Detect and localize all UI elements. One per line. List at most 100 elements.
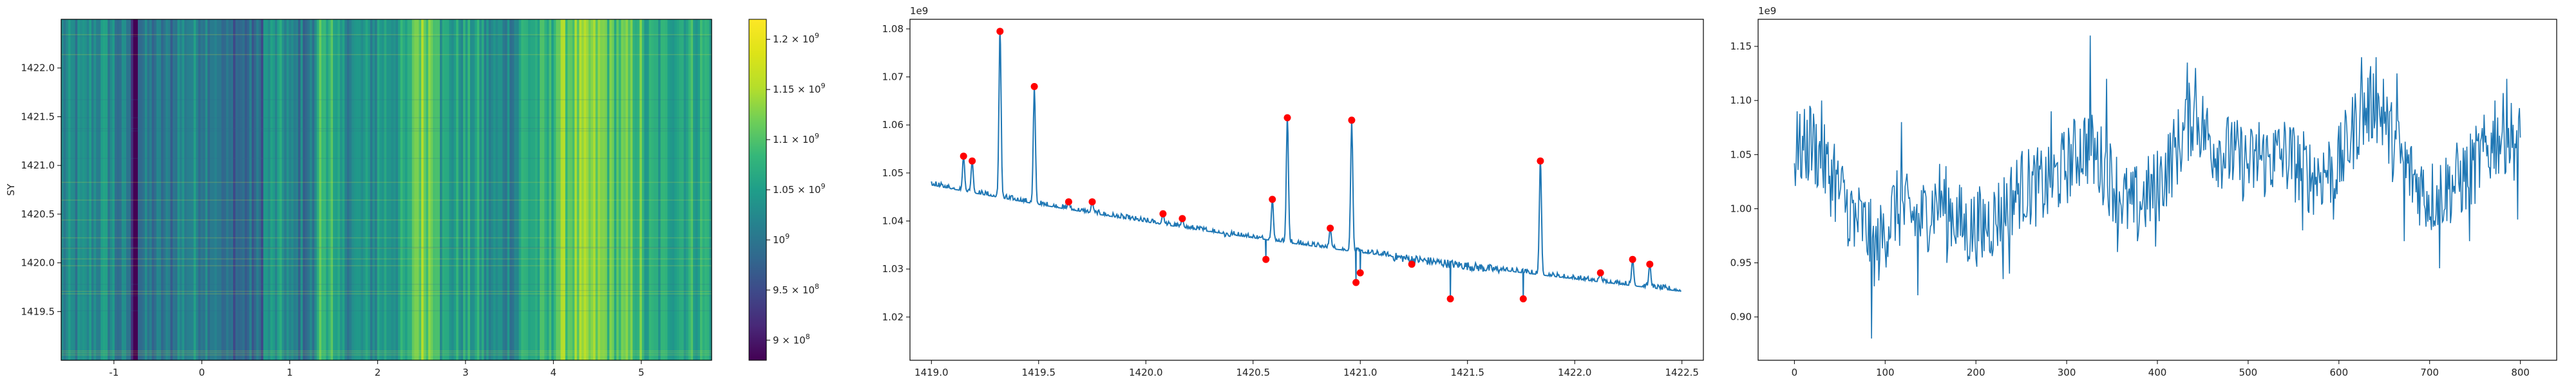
noisy-series-line (1794, 35, 2521, 339)
heatmap-x-tick-label: 0 (199, 367, 205, 378)
heatmap-row-streak (61, 35, 712, 37)
heatmap-column (579, 19, 582, 360)
heatmap-column (242, 19, 245, 360)
colorbar-tick-label: 1.05 × 109 (773, 182, 826, 196)
heatmap-column (540, 19, 543, 360)
heatmap-column (96, 19, 99, 360)
heatmap-column (656, 19, 659, 360)
heatmap-column (456, 19, 459, 360)
heatmap-column (407, 19, 410, 360)
heatmap-column (658, 19, 661, 360)
heatmap-column (437, 19, 440, 360)
heatmap-column (442, 19, 445, 360)
heatmap-column (112, 19, 115, 360)
heatmap-column (270, 19, 273, 360)
colorbar-tick-label: 1.15 × 109 (773, 82, 826, 95)
peak-marker (1179, 215, 1186, 223)
heatmap-column (672, 19, 675, 360)
heatmap-column (402, 19, 406, 360)
heatmap-column (509, 19, 513, 360)
heatmap-column (68, 19, 71, 360)
heatmap-column (258, 19, 261, 360)
heatmap-column (333, 19, 336, 360)
heatmap-column (472, 19, 475, 360)
noisy-scale-label: 1e9 (1758, 5, 1776, 17)
heatmap-column (93, 19, 97, 360)
heatmap-column (530, 19, 533, 360)
heatmap-column (321, 19, 325, 360)
noisy-y-tick-label: 0.95 (1730, 257, 1752, 269)
heatmap-column (372, 19, 375, 360)
heatmap-column (625, 19, 629, 360)
peak-marker (1065, 198, 1072, 206)
heatmap-column (423, 19, 426, 360)
heatmap-column (296, 19, 299, 360)
heatmap-column (679, 19, 682, 360)
heatmap-column (667, 19, 670, 360)
heatmap-column (444, 19, 448, 360)
heatmap-column (170, 19, 173, 360)
heatmap-column (699, 19, 703, 360)
heatmap-y-tick-label: 1421.5 (21, 111, 55, 122)
heatmap-column (460, 19, 464, 360)
heatmap-row-streak (61, 181, 712, 183)
heatmap-column (414, 19, 417, 360)
noisy-x-ticks: 0 100 200 300 400 500 600 700 800 (1792, 360, 2530, 378)
heatmap-column (709, 19, 712, 360)
heatmap-column (314, 19, 317, 360)
heatmap-row-streak (61, 237, 712, 239)
heatmap-column (156, 19, 160, 360)
heatmap-column (430, 19, 433, 360)
heatmap-column (309, 19, 313, 360)
heatmap-column (221, 19, 225, 360)
heatmap-column (576, 19, 580, 360)
heatmap-column (379, 19, 383, 360)
heatmap-column (623, 19, 627, 360)
heatmap-column (641, 19, 645, 360)
heatmap-column (419, 19, 422, 360)
heatmap-column (370, 19, 373, 360)
heatmap-column (84, 19, 88, 360)
heatmap-column (142, 19, 146, 360)
heatmap-column (572, 19, 575, 360)
heatmap-column (544, 19, 547, 360)
heatmap-row-streak (61, 248, 712, 249)
heatmap-column (114, 19, 118, 360)
heatmap-column (207, 19, 211, 360)
heatmap-row-streak (61, 128, 712, 129)
heatmap-column (358, 19, 361, 360)
heatmap-column (598, 19, 601, 360)
heatmap-column (386, 19, 390, 360)
colorbar-tick-exponent: 9 (821, 82, 826, 90)
peak-marker (1352, 279, 1360, 286)
peak-marker (1596, 269, 1604, 277)
heatmap-column (61, 19, 64, 360)
heatmap-column (535, 19, 538, 360)
peak-marker (1356, 269, 1364, 277)
heatmap-column (593, 19, 596, 360)
heatmap-column (516, 19, 520, 360)
heatmap-column (70, 19, 73, 360)
heatmap-column (149, 19, 153, 360)
heatmap-column (602, 19, 605, 360)
heatmap-x-tick-label: 4 (551, 367, 557, 378)
heatmap-column (323, 19, 327, 360)
heatmap-column (542, 19, 545, 360)
heatmap-column (588, 19, 592, 360)
heatmap-column (649, 19, 652, 360)
heatmap-column (198, 19, 202, 360)
heatmap-column (365, 19, 368, 360)
heatmap-column (189, 19, 192, 360)
heatmap-column (117, 19, 120, 360)
heatmap-column (384, 19, 387, 360)
heatmap-column (416, 19, 420, 360)
heatmap-column (688, 19, 692, 360)
heatmap-column (628, 19, 631, 360)
heatmap-column (135, 19, 138, 360)
heatmap-column (179, 19, 183, 360)
heatmap-column (481, 19, 485, 360)
heatmap-column (279, 19, 283, 360)
heatmap-row-streak (61, 354, 712, 356)
heatmap-column (265, 19, 269, 360)
peak-marker (969, 157, 976, 165)
